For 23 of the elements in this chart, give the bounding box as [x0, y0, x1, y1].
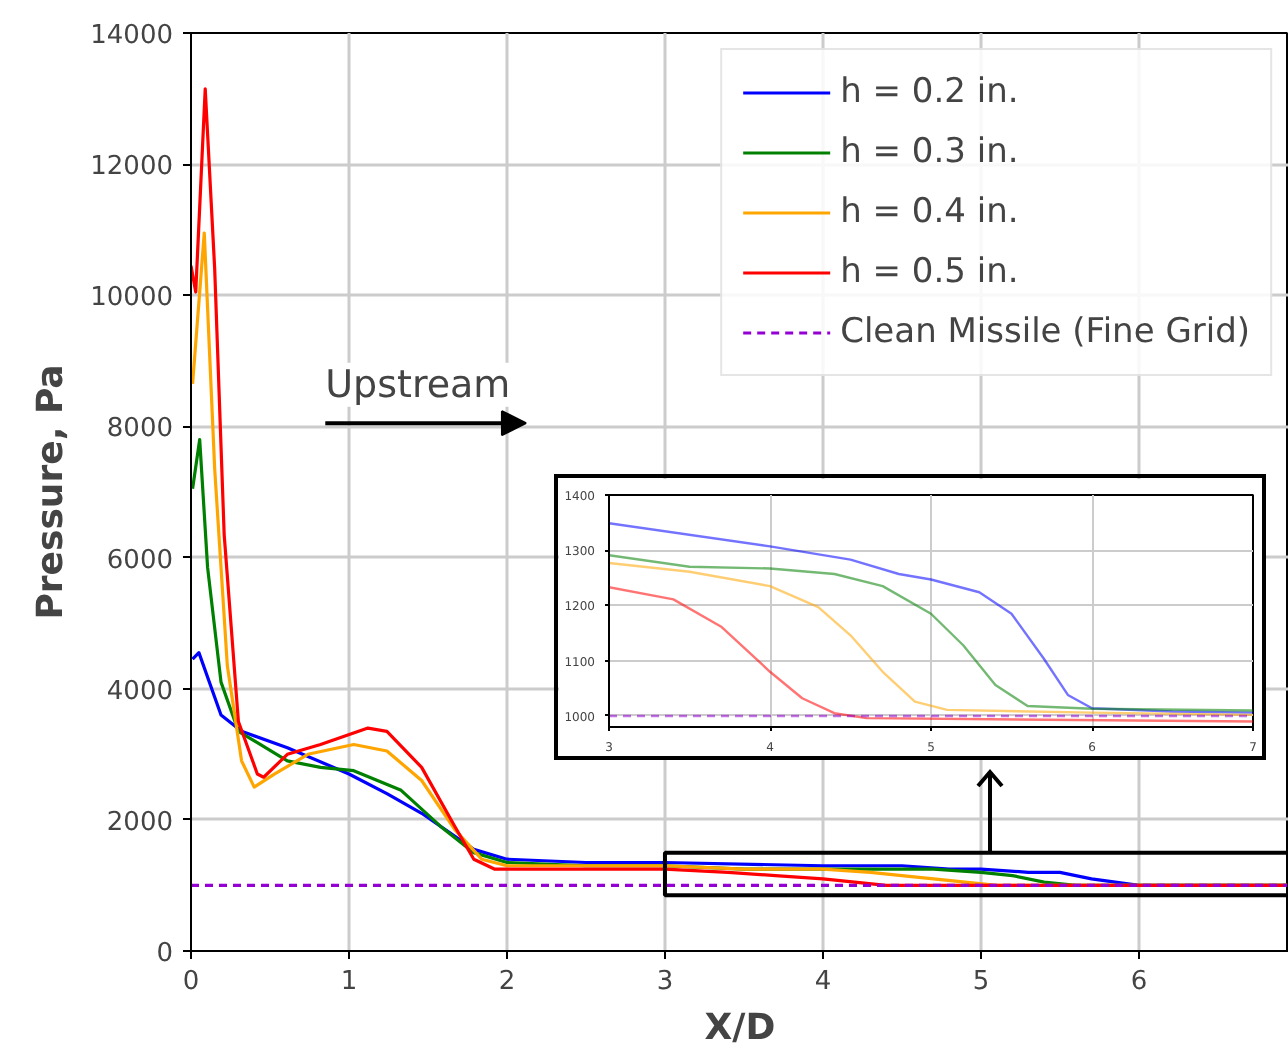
- x-tick-label: 5: [972, 967, 990, 997]
- legend-label: h = 0.2 in.: [840, 70, 1019, 114]
- y-tick-label: 0: [156, 939, 174, 969]
- y-tick-label: 12000: [90, 152, 174, 183]
- legend-label: Clean Missile (Fine Grid): [840, 310, 1250, 354]
- y-tick-label: 10000: [90, 283, 174, 314]
- x-tick-label: 0: [182, 967, 200, 997]
- x-tick-label: 4: [814, 967, 832, 997]
- x-tick-label: 1: [340, 967, 358, 997]
- legend-label: h = 0.3 in.: [840, 130, 1019, 174]
- annotation: Upstream: [325, 362, 511, 407]
- legend-label: h = 0.5 in.: [840, 250, 1019, 294]
- x-tick-label: 2: [498, 967, 516, 997]
- legend-label: h = 0.4 in.: [840, 190, 1019, 234]
- y-tick-label: 2000: [106, 807, 174, 838]
- x-tick-label: 3: [656, 967, 674, 997]
- y-tick-label: 14000: [90, 21, 174, 51]
- x-axis-title: X/D: [704, 1007, 776, 1049]
- y-axis-title: Pressure, Pa: [30, 364, 73, 620]
- x-tick-label: 6: [1130, 967, 1148, 997]
- y-tick-label: 6000: [106, 545, 174, 576]
- y-tick-label: 4000: [106, 676, 174, 707]
- y-tick-label: 8000: [106, 414, 174, 445]
